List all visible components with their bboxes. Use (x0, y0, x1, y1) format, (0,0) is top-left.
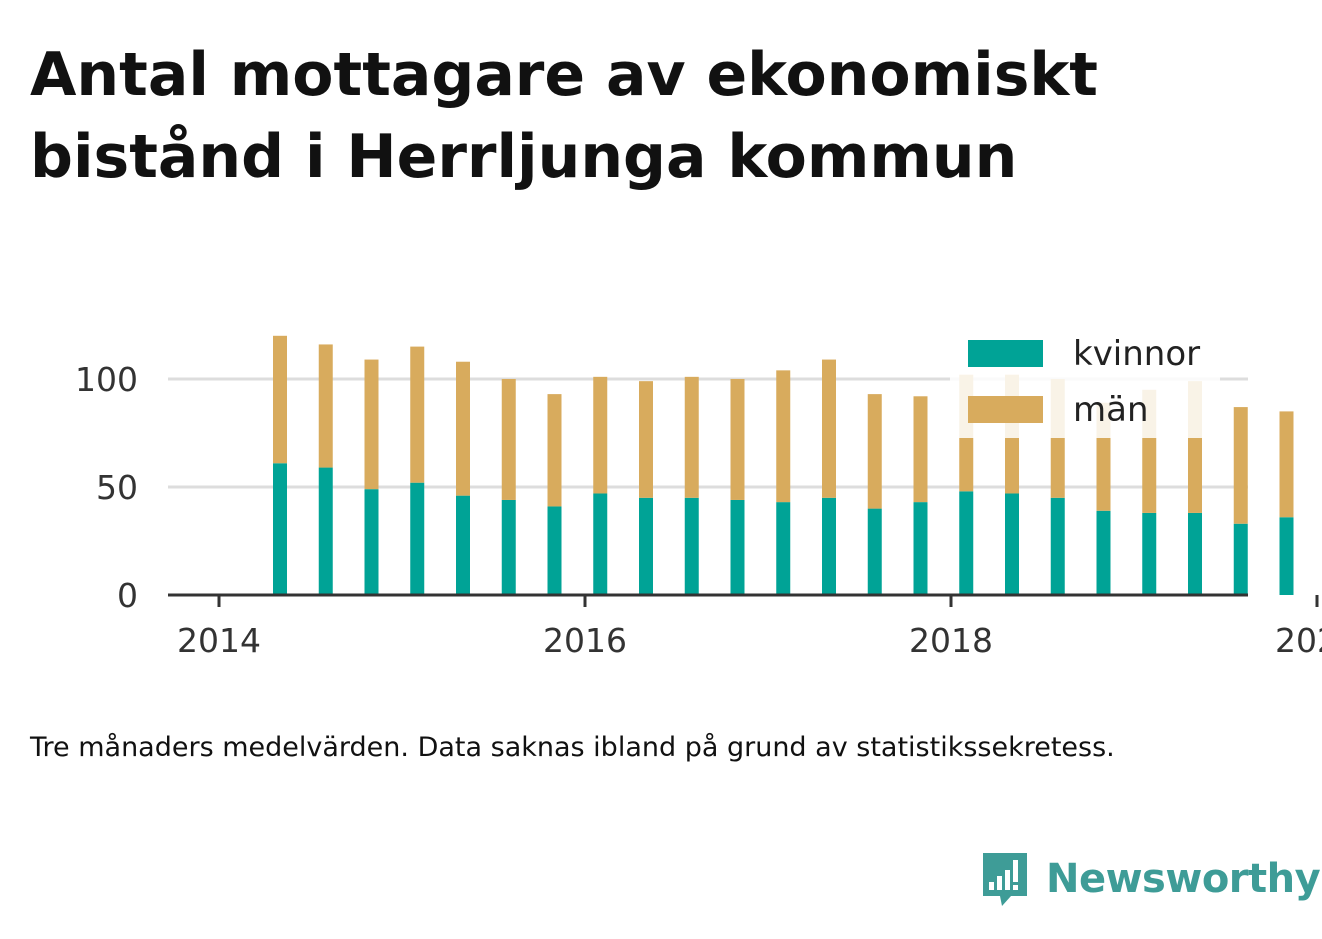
legend-swatch (968, 396, 1043, 423)
bar-man (776, 370, 791, 503)
bar-kvinnor (501, 499, 516, 595)
bar-kvinnor (730, 499, 745, 595)
bar-kvinnor (456, 495, 470, 595)
x-axis: 201420162018202020222024 (168, 593, 1322, 660)
bar-kvinnor (1279, 517, 1294, 595)
bar-man (273, 335, 287, 464)
y-tick-label: 0 (117, 576, 138, 615)
brand-name: Newsworthy (1046, 856, 1321, 902)
bar-kvinnor (410, 482, 425, 595)
bar-kvinnor (1005, 493, 1019, 595)
bar-kvinnor (1233, 523, 1248, 595)
bar-man (456, 361, 470, 496)
newsworthy-logo[interactable]: Newsworthy (980, 848, 1321, 910)
bar-man (867, 394, 882, 509)
legend-label: män (1073, 390, 1149, 430)
bar-man (501, 379, 516, 500)
legend-swatch (968, 340, 1043, 367)
bar-man (1233, 407, 1248, 524)
bar-kvinnor (1050, 497, 1065, 595)
bar-kvinnor (867, 508, 882, 595)
bar-kvinnor (959, 491, 974, 595)
bar-man (684, 376, 699, 498)
footnote: Tre månaders medelvärden. Data saknas ib… (30, 732, 1115, 763)
bar-man (318, 344, 333, 468)
bar-kvinnor (913, 502, 928, 595)
bar-man (730, 379, 745, 500)
bar-man (913, 396, 928, 503)
bar-kvinnor (1096, 510, 1111, 595)
bar-man (593, 376, 608, 494)
chart-title: Antal mottagare av ekonomiskt bistånd i … (30, 40, 1098, 192)
bar-kvinnor (1188, 512, 1202, 595)
bar-kvinnor (547, 506, 562, 595)
legend-label: kvinnor (1073, 334, 1200, 374)
bar-kvinnor (364, 489, 379, 595)
bar-man (410, 346, 425, 483)
bar-man (639, 381, 653, 498)
y-tick-label: 50 (96, 468, 138, 507)
bar-kvinnor (1142, 512, 1157, 595)
y-tick-label: 100 (75, 360, 138, 399)
x-tick-label: 2014 (177, 621, 261, 660)
y-axis: 0 50 100 (75, 360, 138, 615)
bar-kvinnor (273, 463, 287, 595)
x-tick-label: 2018 (909, 621, 993, 660)
bar-kvinnor (639, 497, 653, 595)
bars (273, 335, 1294, 595)
bar-kvinnor (318, 467, 333, 595)
bar-man (364, 359, 379, 490)
bar-kvinnor (822, 497, 836, 595)
x-tick-label: 2020 (1275, 621, 1322, 660)
bar-man (822, 359, 836, 498)
bar-kvinnor (776, 502, 791, 595)
x-tick-label: 2016 (543, 621, 627, 660)
bar-man (1279, 411, 1294, 518)
bar-man (547, 394, 562, 507)
legend: kvinnor män (950, 328, 1220, 438)
bar-kvinnor (684, 497, 699, 595)
bar-kvinnor (593, 493, 608, 595)
bar-chart-speech-bubble-icon (983, 853, 1027, 906)
